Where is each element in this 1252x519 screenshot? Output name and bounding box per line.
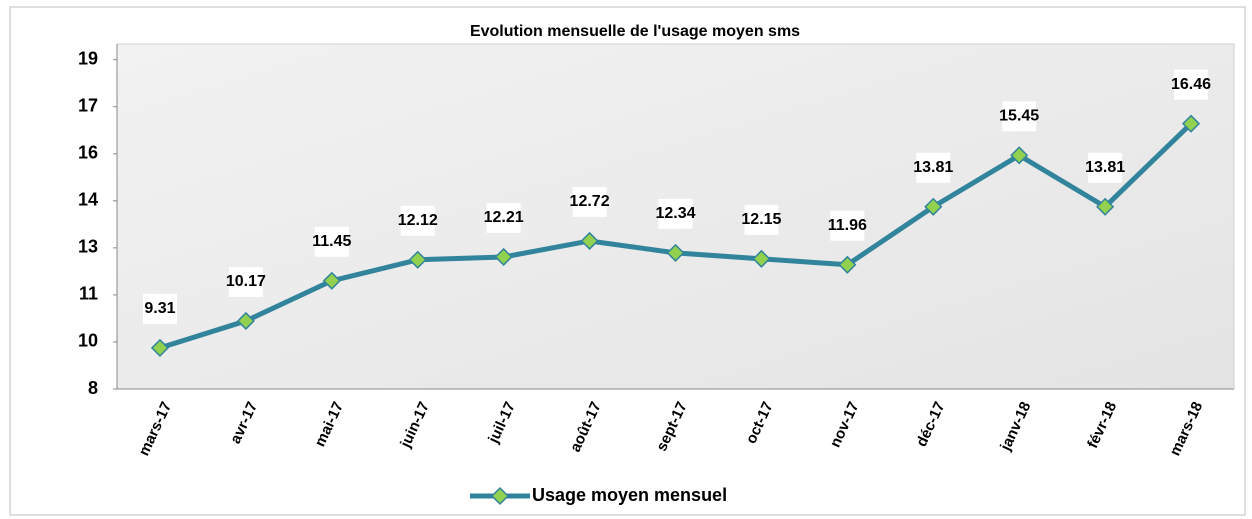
- data-label: 12.12: [398, 212, 438, 229]
- marker: [1010, 146, 1029, 165]
- marker: [322, 271, 341, 290]
- data-label-box: [1002, 101, 1037, 132]
- data-label: 10.17: [226, 273, 266, 290]
- y-tick-label: 11: [79, 284, 98, 304]
- data-label: 12.21: [484, 209, 524, 226]
- y-tick-label: 13: [78, 237, 98, 257]
- data-label-box: [744, 204, 779, 235]
- marker: [838, 255, 857, 274]
- marker: [408, 250, 427, 269]
- marker: [494, 247, 513, 267]
- data-label-box: [658, 198, 693, 229]
- legend-marker: [490, 486, 510, 506]
- data-label: 15.45: [999, 108, 1039, 125]
- marker: [752, 249, 771, 268]
- data-label-box: [228, 266, 263, 297]
- data-label-box: [314, 226, 349, 257]
- y-tick-label: 10: [78, 331, 98, 351]
- y-tick-label: 19: [78, 48, 98, 68]
- data-label: 13.81: [1085, 159, 1125, 176]
- data-label-box: [830, 210, 865, 241]
- data-label: 11.45: [312, 233, 351, 250]
- data-label-box: [486, 202, 521, 233]
- data-label: 16.46: [1171, 76, 1211, 93]
- y-tick-label: 16: [78, 143, 98, 163]
- data-label: 12.15: [741, 211, 781, 228]
- y-tick-label: 8: [88, 378, 98, 398]
- marker: [580, 231, 599, 251]
- data-label-box: [572, 186, 607, 217]
- data-label: 12.34: [655, 205, 695, 222]
- data-label-box: [1088, 152, 1123, 183]
- y-tick-label: 14: [78, 190, 98, 210]
- data-label-box: [142, 293, 177, 324]
- marker: [1181, 114, 1201, 133]
- marker: [1096, 197, 1115, 216]
- data-label: 11.96: [828, 217, 867, 234]
- data-label-box: [400, 205, 435, 236]
- marker: [150, 338, 170, 357]
- y-tick-label: 17: [78, 95, 98, 115]
- data-label: 9.31: [144, 300, 175, 317]
- data-label: 12.72: [570, 193, 610, 210]
- marker: [666, 243, 685, 262]
- marker: [924, 197, 943, 216]
- data-label: 13.81: [913, 159, 953, 176]
- legend-label: Usage moyen mensuel: [532, 485, 727, 505]
- chart-title: Evolution mensuelle de l'usage moyen sms: [470, 23, 800, 40]
- data-label-box: [916, 152, 951, 183]
- data-label-box: [1174, 69, 1209, 100]
- marker: [236, 311, 255, 331]
